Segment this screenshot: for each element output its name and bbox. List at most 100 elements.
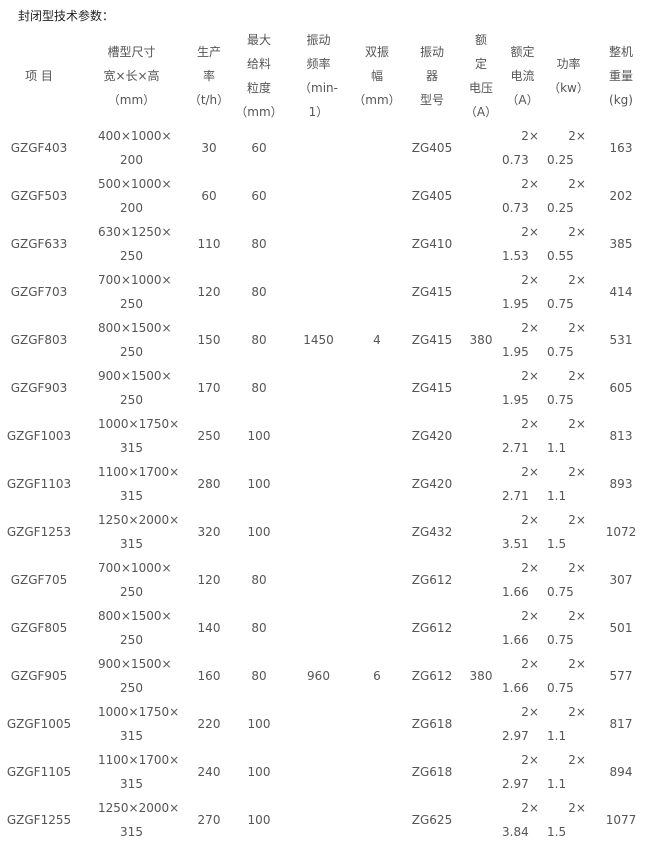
vibrator-model-cell: ZG420: [411, 429, 453, 443]
table-row: GZGF403 400×1000× 200 30 60 ZG405 2× 0.73 2× 0.25…: [0, 124, 650, 172]
voltage-cell: 380: [469, 333, 493, 347]
current-cell: 2× 1.95: [500, 268, 545, 316]
header-line: 1）: [308, 105, 329, 119]
model-cell: GZGF903: [10, 381, 68, 395]
line: 800×1500×: [98, 321, 172, 335]
header-line: 频率: [306, 57, 331, 71]
line: 1.95: [502, 297, 529, 311]
capacity-cell: 140: [197, 621, 221, 635]
current-cell: 2× 1.53: [500, 220, 545, 268]
column-header: 振动器型号: [402, 28, 462, 124]
capacity-cell: 150: [197, 333, 221, 347]
line: 2×: [521, 753, 539, 767]
column-header: 最大 给料 粒度 （mm）: [233, 28, 285, 124]
line: 2.71: [502, 489, 529, 503]
header-line: （A）: [464, 105, 498, 119]
feed-size-cell: 60: [251, 141, 267, 155]
feed-size-cell: 100: [247, 477, 271, 491]
header-line: 振动: [419, 45, 444, 59]
line: 800×1500×: [98, 609, 172, 623]
weight-cell: 577: [609, 669, 633, 683]
trough-size-cell: 1250×2000× 315: [78, 508, 185, 556]
power-cell: 2× 0.75: [545, 604, 592, 652]
weight-cell: 501: [609, 621, 633, 635]
voltage-cell: 380: [469, 669, 493, 683]
header-line: 槽型尺寸: [107, 45, 156, 59]
trough-size-cell: 1000×1750× 315: [78, 700, 185, 748]
vibrator-model-cell: ZG432: [411, 525, 453, 539]
header-line: （t/h）: [188, 93, 230, 107]
column-header: 双振幅 （mm）: [352, 28, 402, 124]
capacity-cell: 110: [197, 237, 221, 251]
amplitude-cell: [352, 364, 402, 412]
model-cell: GZGF1253: [6, 525, 72, 539]
line: 2×: [521, 705, 539, 719]
line: 2×: [521, 417, 539, 431]
model-cell: GZGF905: [10, 669, 68, 683]
header-line: 生产: [196, 45, 221, 59]
line: 2×: [568, 417, 586, 431]
line: 3.84: [502, 825, 529, 839]
line: 2×: [568, 129, 586, 143]
header-line: 额定: [510, 45, 535, 59]
line: 1.1: [547, 777, 567, 791]
amplitude-cell: [352, 508, 402, 556]
table-row: GZGF905 900×1500× 250 160 80 960 6 ZG612 380 2× 1.…: [0, 652, 650, 700]
amplitude-cell: [352, 412, 402, 460]
line: 0.73: [502, 201, 529, 215]
line: 200: [120, 201, 143, 215]
line: 250: [120, 297, 143, 311]
line: 2×: [568, 801, 586, 815]
line: 2×: [521, 561, 539, 575]
power-cell: 2× 1.5: [545, 508, 592, 556]
power-cell: 2× 1.5: [545, 796, 592, 844]
line: 250: [120, 249, 143, 263]
line: 1.95: [502, 345, 529, 359]
capacity-cell: 120: [197, 285, 221, 299]
header-line: 电压: [468, 81, 493, 95]
line: 0.25: [547, 201, 574, 215]
line: 500×1000×: [98, 177, 172, 191]
line: 250: [120, 585, 143, 599]
trough-size-cell: 500×1000× 200: [78, 172, 185, 220]
column-header: 额定电压 （A）: [462, 28, 500, 124]
feed-size-cell: 100: [247, 429, 271, 443]
feed-size-cell: 80: [251, 573, 267, 587]
header-line: （mm）: [353, 93, 401, 107]
line: 1.66: [502, 585, 529, 599]
amplitude-cell: [352, 172, 402, 220]
frequency-cell: [285, 364, 352, 412]
vibrator-model-cell: ZG410: [411, 237, 453, 251]
line: 1.95: [502, 393, 529, 407]
line: 1250×2000×: [98, 801, 180, 815]
capacity-cell: 270: [197, 813, 221, 827]
vibrator-model-cell: ZG420: [411, 477, 453, 491]
voltage-cell: [462, 412, 500, 460]
power-cell: 2× 0.75: [545, 556, 592, 604]
line: 2×: [521, 657, 539, 671]
section-title: 封闭型技术参数：: [18, 9, 115, 23]
feed-size-cell: 80: [251, 669, 267, 683]
header-line: 额: [474, 33, 487, 47]
capacity-cell: 220: [197, 717, 221, 731]
line: 2.71: [502, 441, 529, 455]
voltage-cell: [462, 748, 500, 796]
feed-size-cell: 100: [247, 525, 271, 539]
vibrator-model-cell: ZG612: [411, 669, 453, 683]
voltage-cell: [462, 172, 500, 220]
power-cell: 2× 0.75: [545, 652, 592, 700]
header-line: 振动: [306, 33, 331, 47]
current-cell: 2× 1.95: [500, 364, 545, 412]
weight-cell: 307: [609, 573, 633, 587]
frequency-cell: [285, 604, 352, 652]
feed-size-cell: 60: [251, 189, 267, 203]
header-line: 定: [474, 57, 487, 71]
power-cell: 2× 0.75: [545, 364, 592, 412]
column-header: 振动 频率 （min- 1）: [285, 28, 352, 124]
model-cell: GZGF1105: [6, 765, 72, 779]
capacity-cell: 320: [197, 525, 221, 539]
amplitude-cell: [352, 460, 402, 508]
power-cell: 2× 0.55: [545, 220, 592, 268]
vibrator-model-cell: ZG405: [411, 141, 453, 155]
amplitude-cell: 6: [373, 669, 381, 683]
